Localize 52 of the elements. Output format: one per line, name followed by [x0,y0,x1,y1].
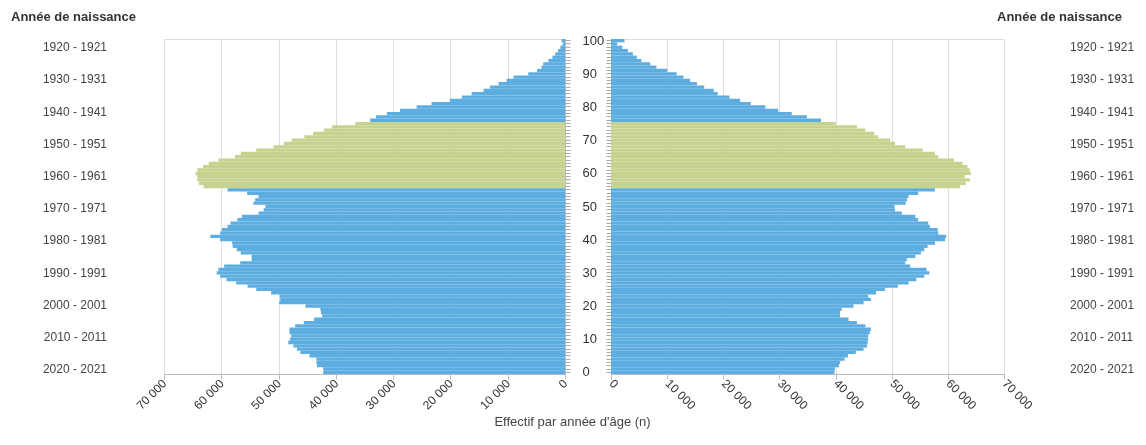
text: 1940 - 1941 [1070,104,1135,119]
text: 1960 - 1961 [1070,168,1135,183]
x-tick-label: 30 000 [362,376,399,413]
text: 1980 - 1981 [42,233,108,248]
y-tick-label: 10 [582,331,597,347]
x-tick-label: 30 000 [774,376,812,413]
text: 1990 - 1991 [1070,265,1135,280]
x-tick-label: 70 000 [999,376,1036,413]
text: 1980 - 1981 [1070,233,1135,248]
text: 2020 - 2021 [42,362,108,377]
text: 1970 - 1971 [1070,201,1135,216]
text: 2010 - 2011 [43,329,108,344]
x-axis-title: Effectif par année d'âge (n) [494,413,651,429]
text: 1920 - 1921 [42,40,108,55]
y-tick-label: 40 [582,231,597,247]
text: 2000 - 2001 [42,297,108,312]
x-tick-label: 0 [606,376,622,392]
y-axis-title: Année de naissance [11,9,136,24]
y-tick-label: 100 [582,32,605,48]
x-tick-label: 40 000 [305,376,342,413]
x-tick-label: 10 000 [477,376,514,413]
x-tick-label: 50 000 [248,376,285,413]
text: 1930 - 1931 [42,72,108,87]
y-tick-label: 60 [582,165,597,181]
y-tick-label: 90 [582,65,597,81]
x-tick-label: 40 000 [831,376,868,413]
text: 1970 - 1971 [42,201,108,216]
y-tick-label: 70 [582,132,597,148]
text: 1960 - 1961 [42,168,108,183]
text: 2000 - 2001 [1070,297,1135,312]
x-tick-label: 60 000 [190,376,227,413]
text: 1990 - 1991 [42,265,108,280]
x-tick-label: 70 000 [133,376,170,413]
text: 1920 - 1921 [1070,40,1135,55]
x-tick-label: 10 000 [662,376,699,413]
x-tick-label: 20 000 [420,376,457,413]
text: 1940 - 1941 [42,104,108,119]
text: 1950 - 1951 [42,136,108,151]
y2-axis-title: Année de naissance [997,9,1122,24]
y-tick-label: 50 [582,198,597,214]
text: 1930 - 1931 [1070,72,1135,87]
x-tick-label: 60 000 [943,376,980,413]
y-tick-label: 80 [582,99,597,114]
x-tick-label: 20 000 [718,376,755,413]
text: 2010 - 2011 [1070,329,1134,344]
y-tick-label: 20 [582,298,597,313]
x-tick-label: 0 [555,376,571,392]
y-tick-label: 30 [582,264,597,280]
y-tick-label: 0 [582,364,590,380]
x-tick-label: 50 000 [887,376,924,413]
text: 2020 - 2021 [1070,362,1135,377]
text: 1950 - 1951 [1070,136,1135,151]
